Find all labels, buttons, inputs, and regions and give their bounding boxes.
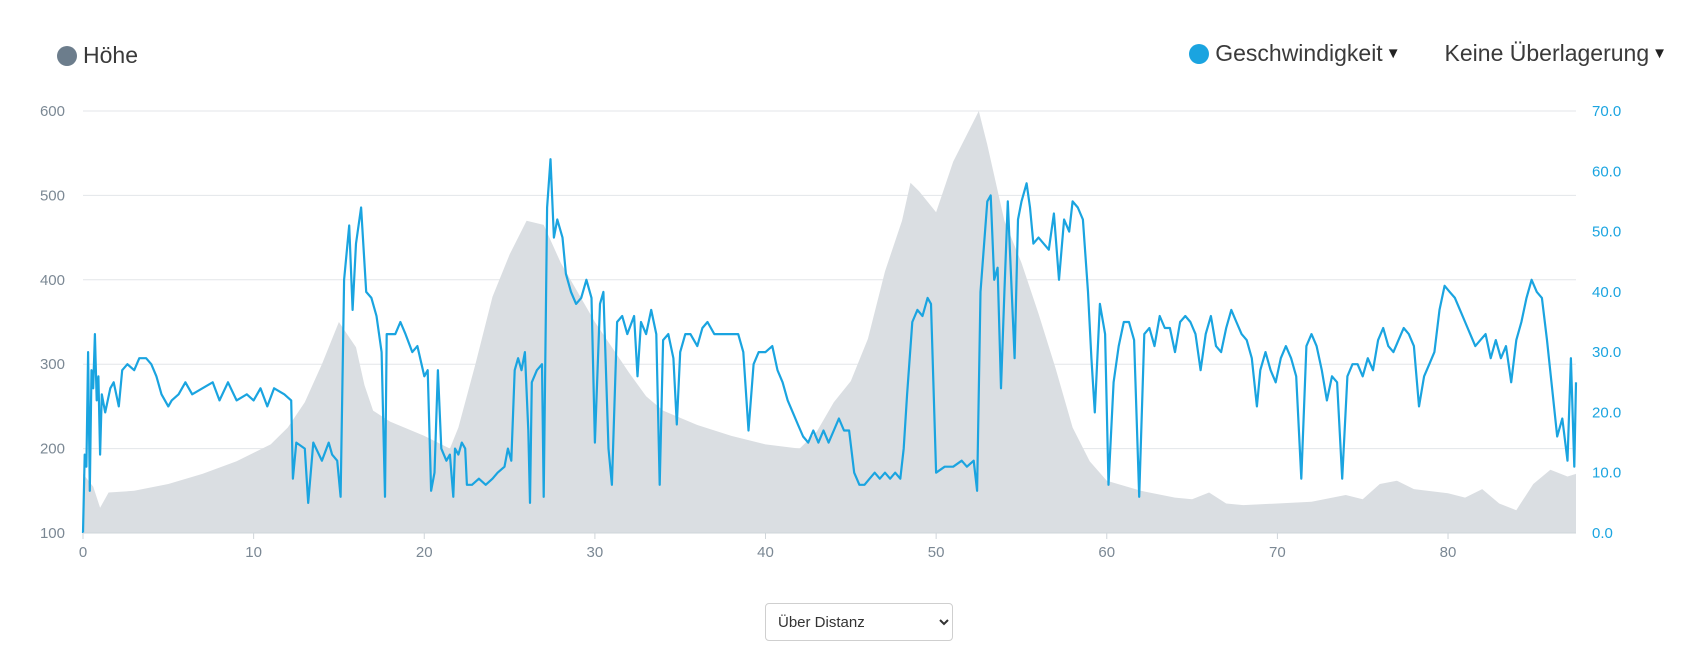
- speed-metric-label: Geschwindigkeit: [1215, 40, 1383, 66]
- y-right-tick-label: 40.0: [1592, 284, 1621, 301]
- overlay-label: Keine Überlagerung: [1444, 40, 1650, 66]
- y-left-tick-label: 600: [40, 103, 65, 120]
- elevation-area-layer: [83, 111, 1576, 533]
- overlay-dropdown[interactable]: Keine Überlagerung ▼: [1445, 40, 1667, 67]
- distance-mode-select[interactable]: Über Distanz: [765, 603, 953, 641]
- y-right-tick-label: 30.0: [1592, 344, 1621, 361]
- legend-elevation-label: Höhe: [83, 42, 138, 68]
- x-tick-label: 10: [245, 544, 262, 561]
- x-tick-label: 0: [79, 544, 87, 561]
- y-left-tick-label: 200: [40, 441, 65, 458]
- x-tick-label: 60: [1098, 544, 1115, 561]
- caret-down-icon: ▼: [1652, 45, 1667, 62]
- elevation-dot-icon: [57, 45, 77, 66]
- y-left-tick-label: 100: [40, 525, 65, 542]
- speed-metric-dropdown[interactable]: Geschwindigkeit ▼: [1189, 40, 1401, 67]
- x-tick-label: 50: [928, 544, 945, 561]
- y-right-tick-label: 10.0: [1592, 465, 1621, 482]
- speed-line: [81, 158, 1578, 534]
- y-left-tick-label: 300: [40, 356, 65, 373]
- y-left-tick-label: 500: [40, 187, 65, 204]
- y-left-tick-label: 400: [40, 272, 65, 289]
- x-tick-label: 70: [1269, 544, 1286, 561]
- y-right-tick-label: 50.0: [1592, 224, 1621, 241]
- legend-elevation: Höhe: [57, 42, 138, 69]
- y-right-tick-label: 20.0: [1592, 404, 1621, 421]
- elevation-area: [83, 111, 1576, 533]
- x-tick-label: 40: [757, 544, 774, 561]
- caret-down-icon: ▼: [1385, 45, 1401, 62]
- speed-dot-icon: [1189, 43, 1210, 64]
- x-tick-label: 20: [416, 544, 433, 561]
- x-tick-label: 80: [1440, 544, 1457, 561]
- x-tick-label: 30: [587, 544, 604, 561]
- legend-controls: Geschwindigkeit ▼ Keine Überlagerung ▼: [1189, 40, 1667, 67]
- speed-line-layer: [81, 158, 1578, 534]
- y-right-tick-label: 70.0: [1592, 103, 1621, 120]
- mode-select-wrapper: Über Distanz: [765, 603, 953, 641]
- y-right-tick-label: 0.0: [1592, 525, 1613, 542]
- y-right-tick-label: 60.0: [1592, 163, 1621, 180]
- axis-labels: 1002003004005006000.010.020.030.040.050.…: [40, 103, 1621, 561]
